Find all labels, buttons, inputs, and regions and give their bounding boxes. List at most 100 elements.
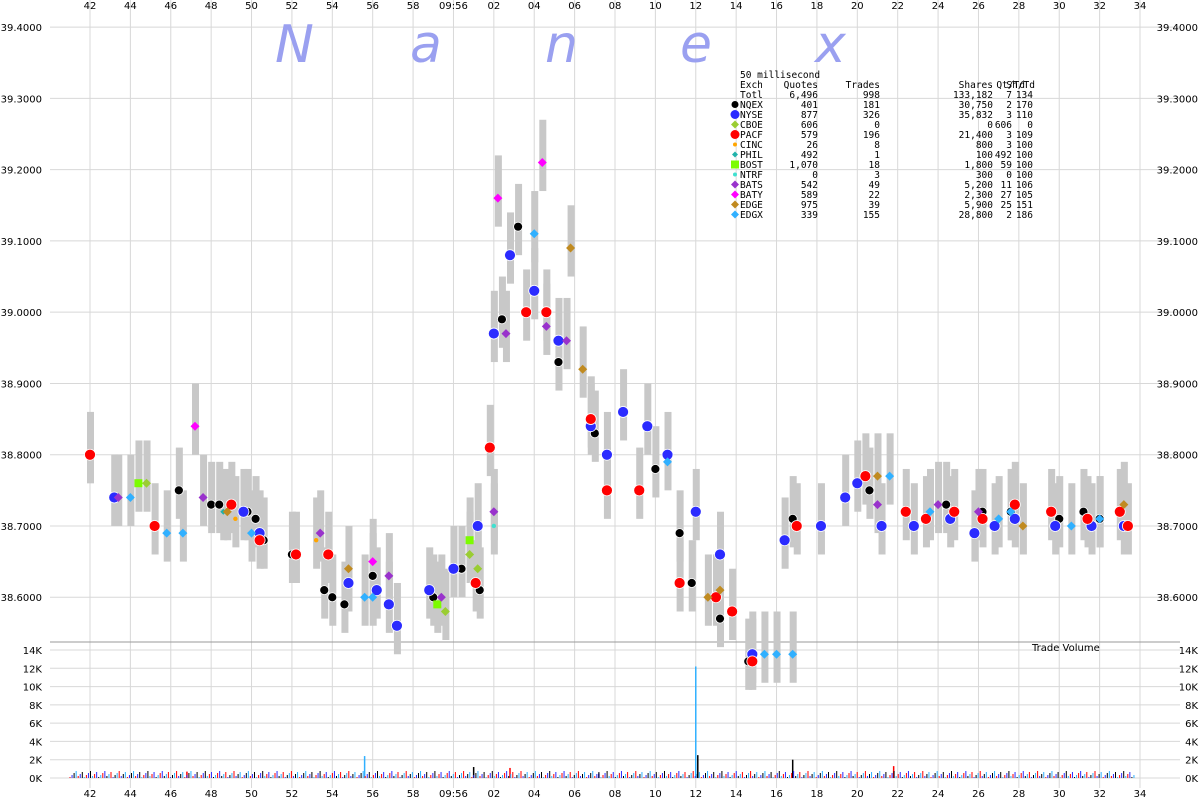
quote-band-segment	[1124, 483, 1132, 555]
legend-title: 50 millisecond	[740, 70, 820, 81]
legend-cell-pacf: 109	[1016, 130, 1033, 141]
legend-cell-baty: BATY	[740, 190, 763, 201]
volume-tick-label-right: 2K	[1185, 756, 1198, 767]
marker-nyse	[382, 598, 395, 611]
x-tick-label-top: 30	[1053, 1, 1066, 12]
quote-band-segment	[717, 547, 724, 619]
quote-band-segment	[232, 476, 240, 548]
legend-cell-phil: 1	[874, 150, 880, 161]
marker-pacf	[948, 505, 961, 518]
marker-nyse	[907, 520, 920, 532]
x-tick-label-bottom: 58	[407, 789, 420, 800]
legend-marker	[733, 142, 737, 147]
x-tick-label-bottom: 50	[245, 789, 258, 800]
legend-cell-bats: 542	[801, 180, 818, 191]
marker-nyse	[689, 505, 702, 518]
marker-nqex	[715, 613, 725, 624]
quote-band-segment	[486, 404, 494, 477]
volume-tick-label-right: 6K	[1185, 719, 1198, 730]
marker-pacf	[673, 577, 686, 589]
x-tick-label-bottom: 10	[649, 789, 662, 800]
y-tick-label-left: 39.3000	[1, 94, 42, 105]
marker-bats	[384, 571, 394, 581]
marker-edgx	[925, 507, 935, 517]
quote-band-segment	[341, 561, 349, 633]
quote-band-segment	[450, 525, 458, 598]
legend-cell-ntrf: 0	[812, 170, 818, 181]
quote-band-segment	[87, 411, 94, 484]
y-tick-label-left: 38.7000	[1, 522, 42, 533]
legend-cell-pacf: 21,400	[959, 130, 994, 141]
grid-lines	[50, 0, 1180, 788]
legend-column-header: Qt/Td	[996, 80, 1025, 91]
quote-band-segment	[244, 468, 252, 541]
marker-nyse	[487, 327, 500, 340]
quote-band-segment	[603, 411, 611, 484]
quote-band-segment	[704, 554, 712, 626]
marker-nqex	[864, 485, 875, 496]
x-tick-label-top: 54	[326, 1, 339, 12]
legend-marker	[731, 190, 739, 199]
quote-band-segment	[539, 119, 547, 192]
marker-nyse	[1049, 520, 1062, 532]
legend-cell-cboe: 0	[1027, 120, 1033, 131]
legend-total-cell: 998	[863, 90, 880, 101]
legend-cell-ntrf: NTRF	[740, 170, 763, 181]
marker-nyse	[851, 477, 864, 490]
x-tick-label-bottom: 09:56	[439, 789, 468, 800]
marker-bost	[465, 536, 474, 545]
x-tick-label-bottom: 28	[1012, 789, 1025, 800]
legend-column-header: Exch	[740, 80, 763, 91]
y-tick-label-left: 39.1000	[1, 237, 42, 248]
y-tick-label-right: 39.0000	[1157, 308, 1198, 319]
marker-ntrf	[491, 523, 497, 529]
quote-band-segment	[729, 568, 737, 640]
quote-band-segment	[789, 476, 797, 548]
legend-cell-bost: 1,070	[789, 160, 818, 171]
marker-pacf	[84, 448, 96, 461]
x-tick-label-top: 46	[164, 1, 177, 12]
quote-band-segment	[543, 283, 551, 355]
legend-cell-bost: 18	[869, 160, 881, 171]
legend-marker	[731, 160, 739, 169]
quote-band-segment	[115, 454, 123, 526]
quote-band-segment	[878, 483, 886, 555]
marker-pacf	[584, 413, 597, 425]
marker-nyse	[778, 534, 791, 547]
marker-nyse	[641, 420, 654, 433]
quote-band-segment	[862, 433, 870, 505]
quote-band-segment	[393, 582, 401, 655]
marker-edge	[703, 592, 713, 602]
y-tick-label-right: 39.2000	[1157, 166, 1198, 177]
marker-edgx	[125, 492, 135, 502]
legend-cell-bost: 100	[1016, 160, 1033, 171]
quote-band-segment	[111, 454, 119, 526]
marker-pacf	[225, 498, 238, 511]
volume-tick-label-right: 0K	[1185, 774, 1198, 785]
legend-cell-phil: 100	[1016, 150, 1033, 161]
legend-total-cell: 7	[1006, 90, 1012, 101]
legend-cell-bost: BOST	[740, 160, 763, 171]
y-tick-label-right: 38.6000	[1157, 593, 1198, 604]
quote-band-segment	[490, 468, 498, 541]
y-tick-label-right: 39.3000	[1157, 94, 1198, 105]
legend-cell-pacf: 3	[1006, 130, 1012, 141]
legend-cell-nyse: 3	[1006, 110, 1012, 121]
marker-nqex	[214, 499, 225, 510]
quote-band-segment	[555, 297, 563, 370]
legend-cell-edge: 25	[1001, 200, 1012, 211]
y-tick-label-left: 39.4000	[1, 23, 42, 34]
quote-band-segment	[135, 440, 143, 512]
x-tick-label-bottom: 06	[568, 789, 581, 800]
x-tick-label-bottom: 02	[487, 789, 500, 800]
x-tick-label-top: 26	[972, 1, 985, 12]
quote-band-segment	[317, 490, 325, 562]
x-tick-label-top: 08	[609, 1, 622, 12]
marker-baty	[537, 158, 547, 168]
x-tick-label-bottom: 04	[528, 789, 541, 800]
marker-nqex	[367, 570, 378, 581]
marker-nyse	[617, 406, 629, 418]
legend-cell-ntrf: 300	[976, 170, 993, 181]
legend-cell-nqex: 401	[801, 100, 818, 111]
